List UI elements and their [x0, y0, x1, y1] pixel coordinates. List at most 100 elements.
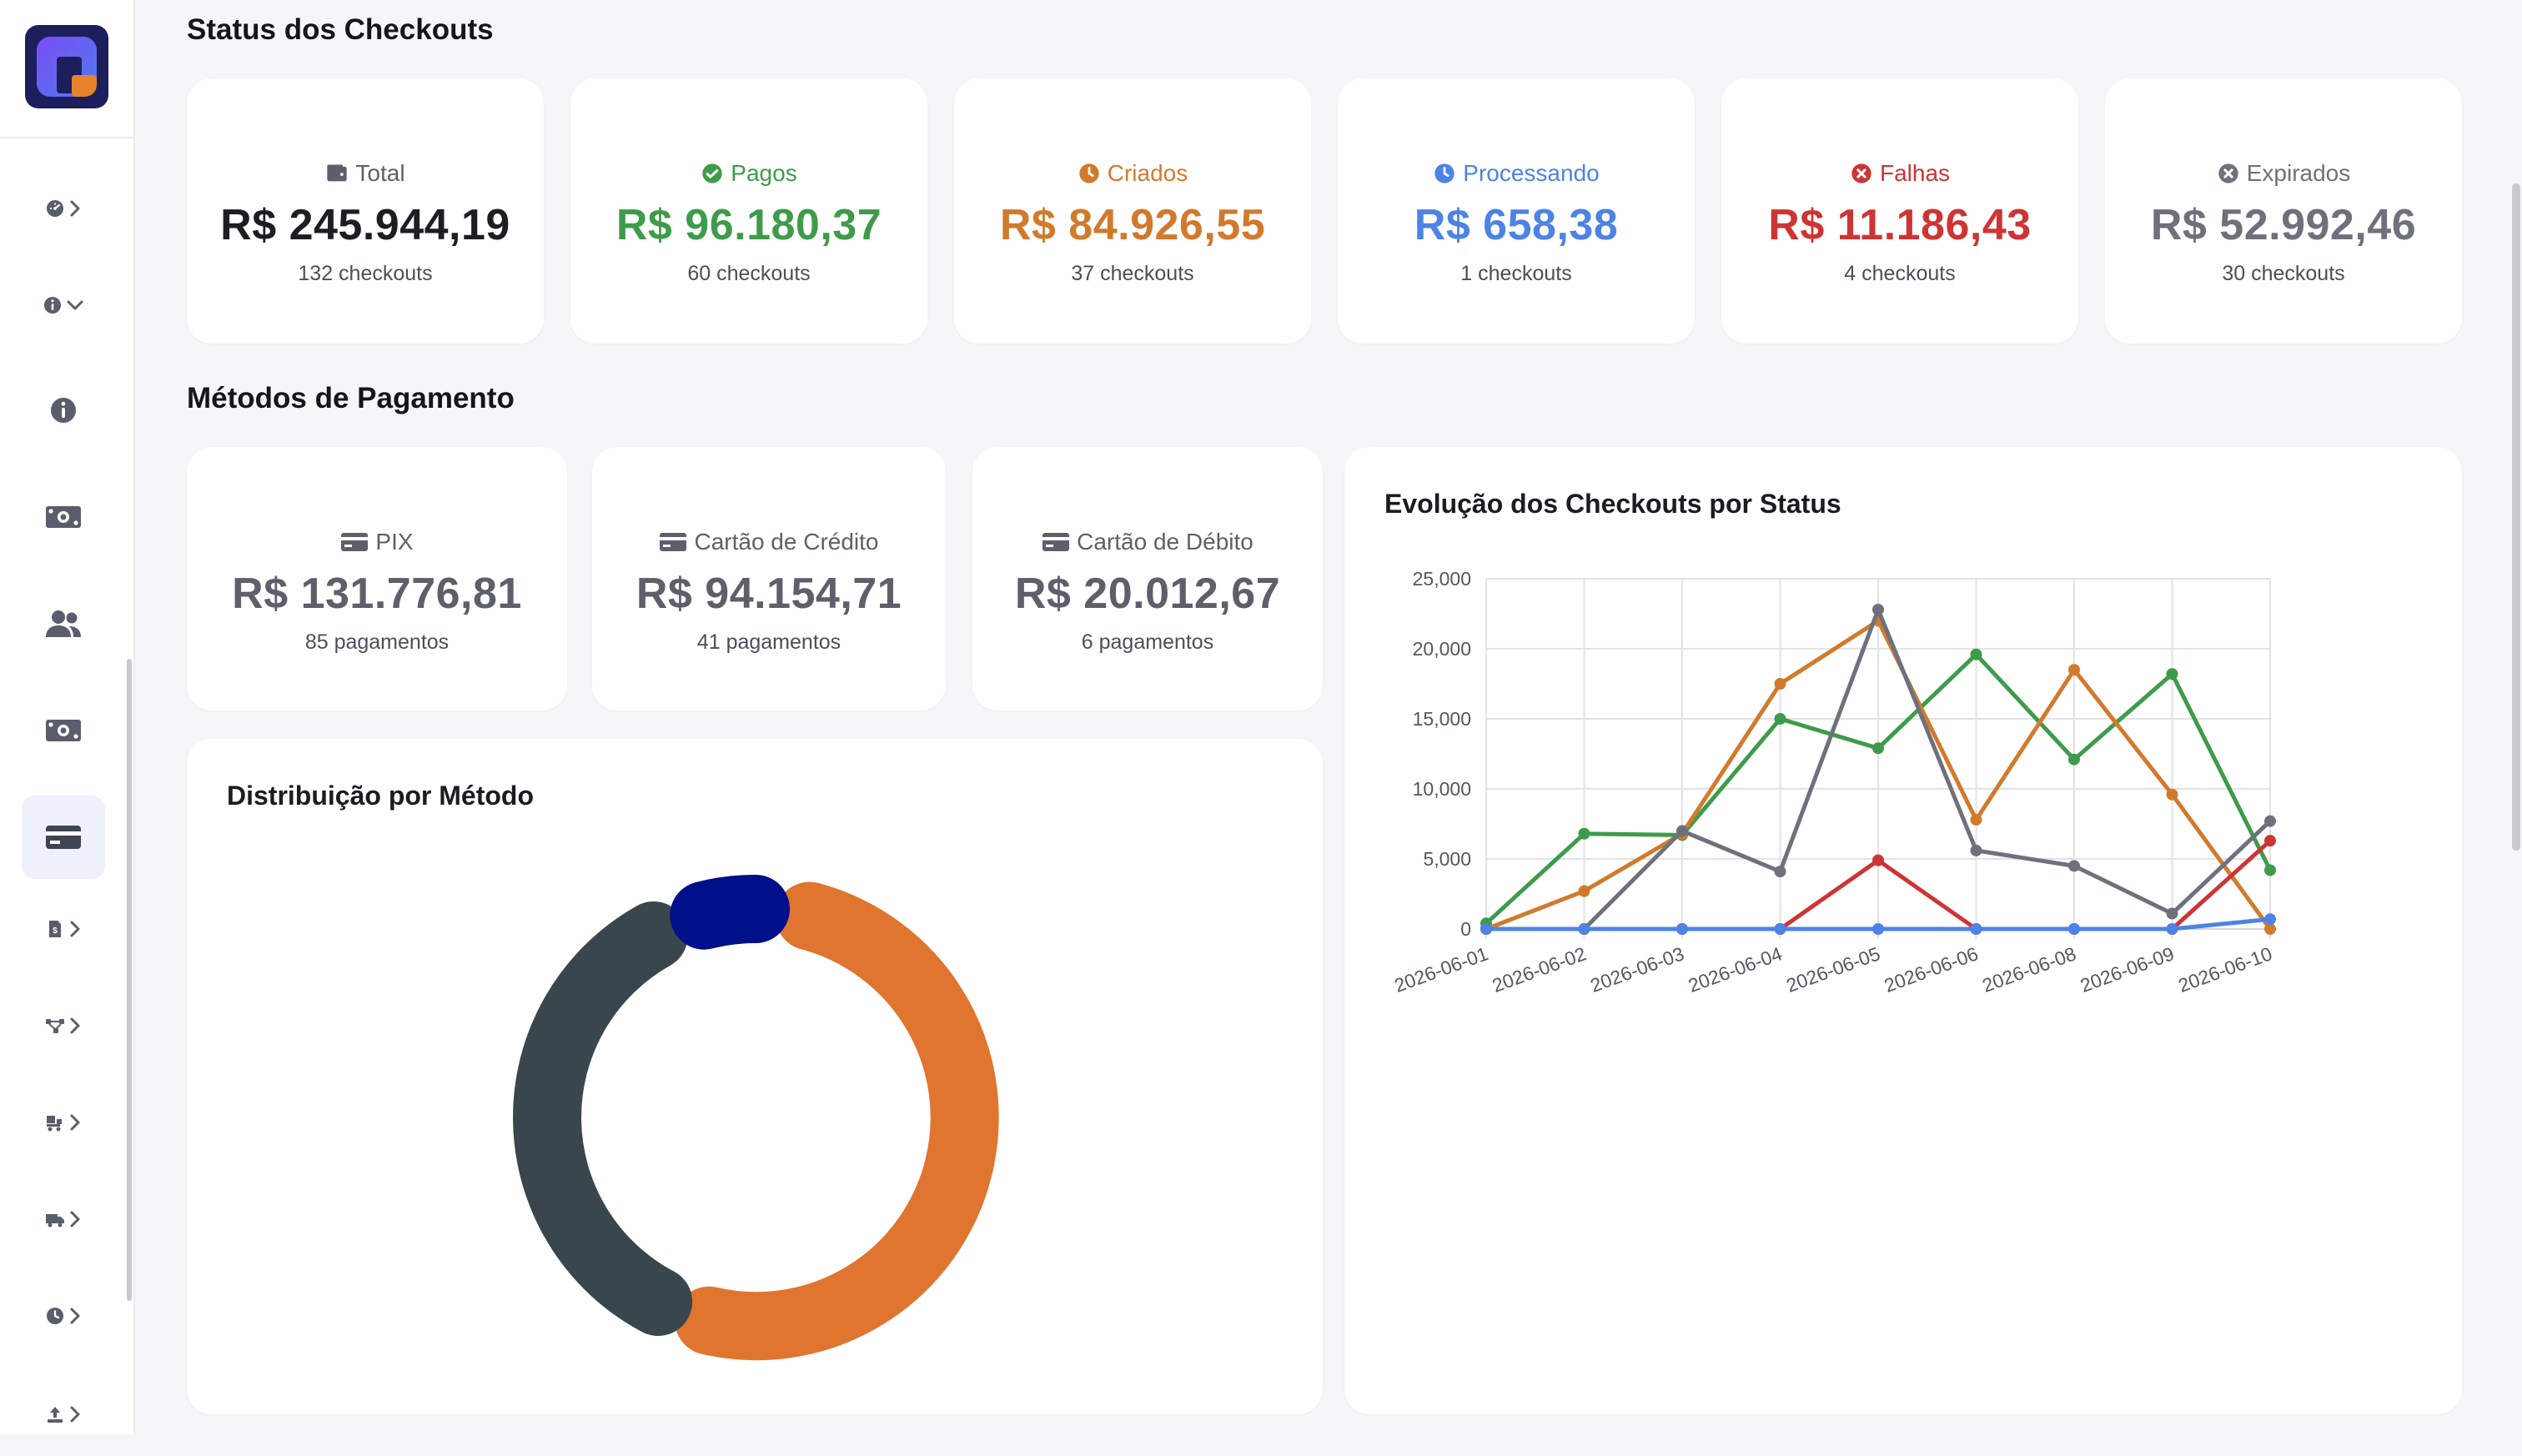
series-1-point[interactable]	[2166, 668, 2178, 680]
series-2-point[interactable]	[2166, 788, 2178, 801]
sidebar-divider	[0, 137, 133, 138]
series-5-point[interactable]	[2166, 923, 2178, 935]
money-icon	[45, 718, 82, 743]
series-5-point[interactable]	[2068, 923, 2080, 935]
series-3-point[interactable]	[2166, 907, 2178, 920]
status-card-label: Falhas	[1850, 158, 1950, 188]
series-5-point[interactable]	[1774, 923, 1786, 935]
y-tick-label: 20,000	[1413, 638, 1471, 660]
network-icon	[45, 1016, 65, 1036]
donut-slice-3[interactable]	[670, 874, 790, 950]
status-card-label-text: Criados	[1107, 160, 1188, 186]
x-tick-label: 2026-06-05	[1783, 942, 1882, 997]
app-logo[interactable]	[25, 25, 108, 108]
status-card-count: 1 checkouts	[1460, 262, 1572, 285]
method-card-value: R$ 131.776,81	[232, 570, 522, 618]
status-card-label-text: Expirados	[2246, 160, 2351, 186]
chevron-right-icon	[68, 1113, 82, 1132]
x-tick-label: 2026-06-04	[1686, 942, 1786, 997]
method-card-value: R$ 20.012,67	[1014, 570, 1281, 618]
sidebar-item-13[interactable]	[22, 1373, 105, 1456]
donut-slice-2[interactable]	[513, 901, 693, 1336]
status-card-label: Criados	[1078, 158, 1188, 188]
sidebar-item-11[interactable]	[22, 1177, 105, 1261]
series-1-point[interactable]	[1578, 827, 1590, 840]
status-card-label-text: Processando	[1463, 160, 1600, 186]
sidebar-item-4[interactable]	[22, 475, 105, 559]
series-3-point[interactable]	[2068, 860, 2080, 872]
status-card-1: Total R$ 245.944,19 132 checkouts	[187, 78, 544, 344]
status-card-label: Expirados	[2217, 158, 2351, 188]
series-4-point[interactable]	[1872, 854, 1884, 866]
y-tick-label: 0	[1460, 918, 1471, 940]
sidebar-item-6[interactable]	[22, 689, 105, 772]
sidebar-item-3[interactable]	[22, 369, 105, 452]
y-tick-label: 5,000	[1423, 848, 1471, 870]
card-icon	[659, 531, 687, 553]
status-card-count: 37 checkouts	[1071, 262, 1194, 285]
status-card-value: R$ 84.926,55	[999, 201, 1266, 249]
series-3-point[interactable]	[1872, 603, 1884, 615]
series-2-point[interactable]	[2264, 923, 2276, 935]
sidebar-item-10[interactable]	[22, 1081, 105, 1164]
series-2-point[interactable]	[1578, 885, 1590, 897]
sidebar-item-1[interactable]	[22, 167, 105, 250]
series-3-point[interactable]	[1774, 866, 1786, 878]
info-icon	[43, 295, 63, 315]
sidebar-item-7[interactable]	[22, 796, 105, 879]
series-1-point[interactable]	[2264, 864, 2276, 876]
card-icon	[340, 531, 369, 553]
page-scrollbar[interactable]	[2512, 183, 2520, 851]
series-5-point[interactable]	[1970, 923, 1982, 935]
status-card-label: Total	[325, 158, 405, 188]
chevron-right-icon	[68, 199, 82, 218]
series-1-point[interactable]	[2068, 753, 2080, 766]
status-card-4: Processando R$ 658,38 1 checkouts	[1338, 78, 1695, 344]
sidebar-item-5[interactable]	[22, 582, 105, 665]
series-1-point[interactable]	[1970, 648, 1982, 660]
series-3-point[interactable]	[1676, 825, 1688, 837]
card-icon	[1042, 531, 1070, 553]
series-3-point[interactable]	[1970, 844, 1982, 856]
chevron-right-icon	[68, 1210, 82, 1228]
status-card-label-text: Pagos	[731, 160, 797, 186]
sidebar: $	[0, 0, 135, 1434]
donut-slice-1[interactable]	[675, 881, 999, 1361]
series-2-point[interactable]	[1970, 813, 1982, 826]
method-card-label-text: PIX	[375, 529, 414, 555]
truck-loading-icon	[45, 1112, 65, 1132]
series-1-point[interactable]	[1872, 742, 1884, 755]
status-card-label-text: Total	[355, 160, 405, 186]
series-1-point[interactable]	[1774, 713, 1786, 725]
series-2-point[interactable]	[1774, 678, 1786, 690]
series-5-point[interactable]	[1480, 923, 1492, 935]
x-tick-label: 2026-06-06	[1881, 942, 1981, 997]
sidebar-scrollbar[interactable]	[127, 659, 132, 1301]
status-card-count: 60 checkouts	[687, 262, 811, 285]
invoice-icon: $	[45, 919, 65, 939]
check-circle-icon	[701, 162, 724, 185]
sidebar-item-9[interactable]	[22, 984, 105, 1067]
series-5-point[interactable]	[1676, 923, 1688, 935]
series-5-point[interactable]	[1578, 923, 1590, 935]
y-tick-label: 15,000	[1413, 708, 1471, 730]
status-card-5: Falhas R$ 11.186,43 4 checkouts	[1721, 78, 2078, 344]
series-5-point[interactable]	[1872, 923, 1884, 935]
sidebar-item-2[interactable]	[22, 264, 105, 347]
evolution-line-chart: 0 5,000 10,000 15,000 20,000 25,000 2026-06-01…	[1391, 568, 2276, 997]
truck-icon	[45, 1209, 65, 1229]
x-circle-icon	[2217, 162, 2240, 185]
x-tick-label: 2026-06-09	[2077, 942, 2177, 997]
method-card-label: Cartão de Crédito	[659, 527, 879, 557]
series-3-point[interactable]	[2264, 815, 2276, 827]
status-card-label: Pagos	[701, 158, 797, 188]
status-card-value: R$ 52.992,46	[2150, 201, 2417, 249]
series-4-point[interactable]	[2264, 835, 2276, 847]
sidebar-item-8[interactable]: $	[22, 887, 105, 971]
series-2-point[interactable]	[2068, 664, 2080, 676]
series-5-point[interactable]	[2264, 913, 2276, 926]
sidebar-item-12[interactable]	[22, 1274, 105, 1358]
x-tick-label: 2026-06-03	[1587, 942, 1686, 997]
status-card-count: 30 checkouts	[2222, 262, 2345, 285]
chevron-right-icon	[68, 1405, 82, 1423]
